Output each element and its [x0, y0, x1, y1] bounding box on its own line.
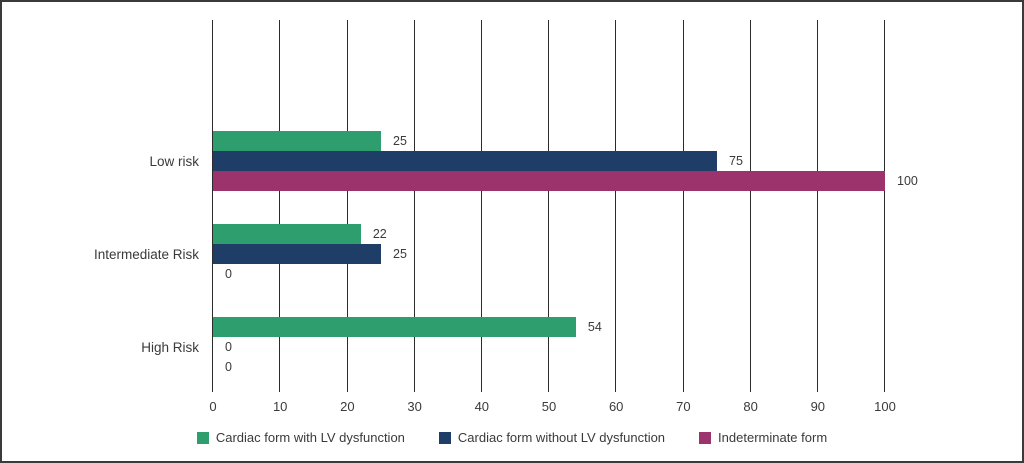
gridline [615, 20, 617, 392]
bar [213, 317, 576, 337]
gridline [481, 20, 483, 392]
x-tick-label: 30 [407, 399, 422, 414]
x-tick-label: 100 [874, 399, 896, 414]
gridline [817, 20, 819, 392]
value-label: 25 [393, 247, 407, 261]
value-label: 25 [393, 134, 407, 148]
gridline [884, 20, 886, 392]
x-tick-label: 60 [608, 399, 624, 414]
gridline [413, 20, 415, 392]
category-label: Intermediate Risk [93, 246, 199, 262]
value-label: 0 [225, 267, 232, 281]
gridline [346, 20, 348, 392]
x-tick-label: 80 [743, 399, 758, 414]
legend-item: Cardiac form with LV dysfunction [196, 430, 405, 445]
legend-swatch [699, 431, 712, 444]
category-label: Low risk [149, 153, 199, 169]
gridline [212, 20, 214, 392]
legend: Cardiac form with LV dysfunction Cardiac … [2, 430, 1022, 445]
bar [213, 131, 381, 151]
bar [213, 244, 381, 264]
x-tick-label: 40 [474, 399, 490, 414]
value-label: 75 [729, 154, 743, 168]
legend-label: Cardiac form without LV dysfunction [457, 430, 666, 445]
value-label: 0 [225, 360, 232, 374]
bar [213, 171, 885, 191]
bar [213, 151, 717, 171]
gridline [279, 20, 281, 392]
bar [213, 224, 361, 244]
x-tick-label: 10 [272, 399, 288, 414]
gridline [749, 20, 751, 392]
legend-swatch [196, 431, 209, 444]
x-tick-label: 50 [541, 399, 557, 414]
gridline [548, 20, 550, 392]
legend-label: Cardiac form with LV dysfunction [215, 430, 405, 445]
category-label: High Risk [141, 339, 199, 355]
legend-item: Cardiac form without LV dysfunction [438, 430, 666, 445]
value-label: 22 [372, 227, 387, 241]
x-tick-label: 20 [340, 399, 355, 414]
legend-swatch [438, 431, 451, 444]
legend-item: Indeterminate form [699, 430, 827, 445]
x-tick-label: 0 [209, 399, 217, 414]
value-label: 54 [587, 320, 602, 334]
legend-label: Indeterminate form [718, 430, 828, 445]
x-tick-label: 90 [810, 399, 826, 414]
x-tick-label: 70 [676, 399, 691, 414]
value-label: 100 [897, 174, 918, 188]
value-label: 0 [225, 340, 232, 354]
gridline [682, 20, 684, 392]
